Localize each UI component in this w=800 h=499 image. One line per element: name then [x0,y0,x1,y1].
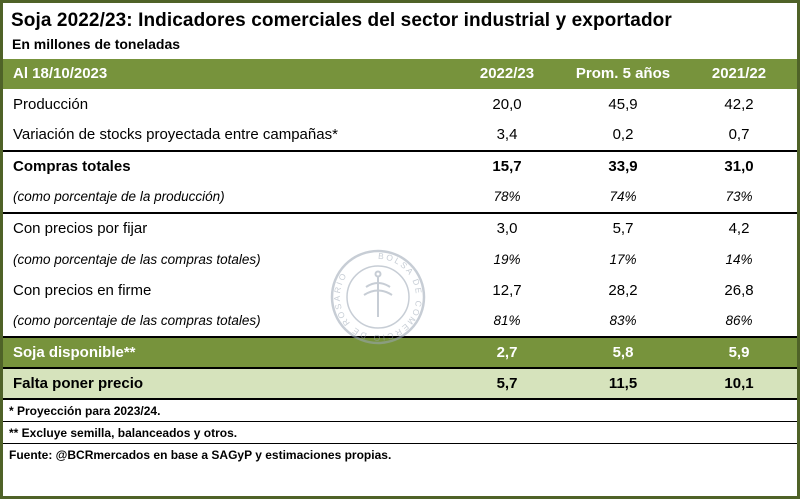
row-value: 12,7 [492,281,522,299]
page-title: Soja 2022/23: Indicadores comerciales de… [11,10,672,31]
row-value: 45,9 [608,95,638,113]
row-value: 17% [609,251,637,267]
header-date: Al 18/10/2023 [3,58,449,89]
row-value: 86% [725,313,753,329]
row-label: (como porcentaje de las compras totales) [13,313,261,329]
row-value: 14% [725,251,753,267]
row-label: Con precios en firme [13,281,152,299]
row-label: Falta poner precio [3,367,449,400]
table-row-pct-produccion: (como porcentaje de la producción) 78% 7… [3,182,797,213]
row-value: 5,7 [612,220,634,238]
row-value: 11,5 [565,367,681,400]
table-row-pct-compras-1: (como porcentaje de las compras totales)… [3,244,797,275]
footnote-proyeccion: * Proyección para 2023/24. [3,400,797,422]
row-value: 42,2 [724,95,754,113]
row-value: 4,2 [728,220,750,238]
row-value: 10,1 [681,367,797,400]
footnotes: * Proyección para 2023/24. ** Excluye se… [3,400,797,465]
row-value: 83% [609,313,637,329]
row-label: Con precios por fijar [13,220,148,238]
row-label: (como porcentaje de la producción) [13,189,225,205]
row-value: 5,7 [449,367,565,400]
table-row-compras-totales: Compras totales 15,7 33,9 31,0 [3,150,797,182]
row-label: Variación de stocks proyectada entre cam… [13,126,338,144]
row-label: (como porcentaje de las compras totales) [13,251,261,267]
row-value: 3,0 [496,220,518,238]
row-label: Soja disponible** [3,335,449,369]
table-row-soja-disponible: Soja disponible** 2,7 5,8 5,9 [3,335,797,369]
row-value: 33,9 [608,158,638,176]
row-value: 28,2 [608,281,638,299]
footnote-fuente: Fuente: @BCRmercados en base a SAGyP y e… [9,447,392,462]
row-label: Compras totales [13,158,131,176]
table-row-pct-compras-2: (como porcentaje de las compras totales)… [3,306,797,337]
row-value: 5,9 [681,335,797,369]
row-value: 0,7 [728,126,750,144]
header-2022-23: 2022/23 [449,58,565,89]
table-row-precios-por-fijar: Con precios por fijar 3,0 5,7 4,2 [3,212,797,244]
row-label: Producción [13,95,89,113]
table-row-produccion: Producción 20,0 45,9 42,2 [3,89,797,120]
row-value: 73% [725,189,753,205]
row-value: 20,0 [492,95,522,113]
row-value: 26,8 [724,281,754,299]
table-header-row: Al 18/10/2023 2022/23 Prom. 5 años 2021/… [3,58,797,89]
indicators-table: Al 18/10/2023 2022/23 Prom. 5 años 2021/… [3,58,797,400]
row-value: 78% [493,189,521,205]
row-value: 81% [493,313,521,329]
row-value: 15,7 [492,158,522,176]
row-value: 5,8 [565,335,681,369]
table-row-falta-poner-precio: Falta poner precio 5,7 11,5 10,1 [3,367,797,400]
row-value: 3,4 [496,126,518,144]
table-row-precios-en-firme: Con precios en firme 12,7 28,2 26,8 [3,275,797,306]
header-prom-5: Prom. 5 años [565,58,681,89]
row-value: 19% [493,251,521,267]
row-value: 74% [609,189,637,205]
table-row-variacion-stocks: Variación de stocks proyectada entre cam… [3,120,797,151]
footnote-excluye: ** Excluye semilla, balanceados y otros. [3,422,797,444]
row-value: 0,2 [612,126,634,144]
header-2021-22: 2021/22 [681,58,797,89]
page-subtitle: En millones de toneladas [12,35,181,52]
row-value: 2,7 [449,335,565,369]
row-value: 31,0 [724,158,754,176]
